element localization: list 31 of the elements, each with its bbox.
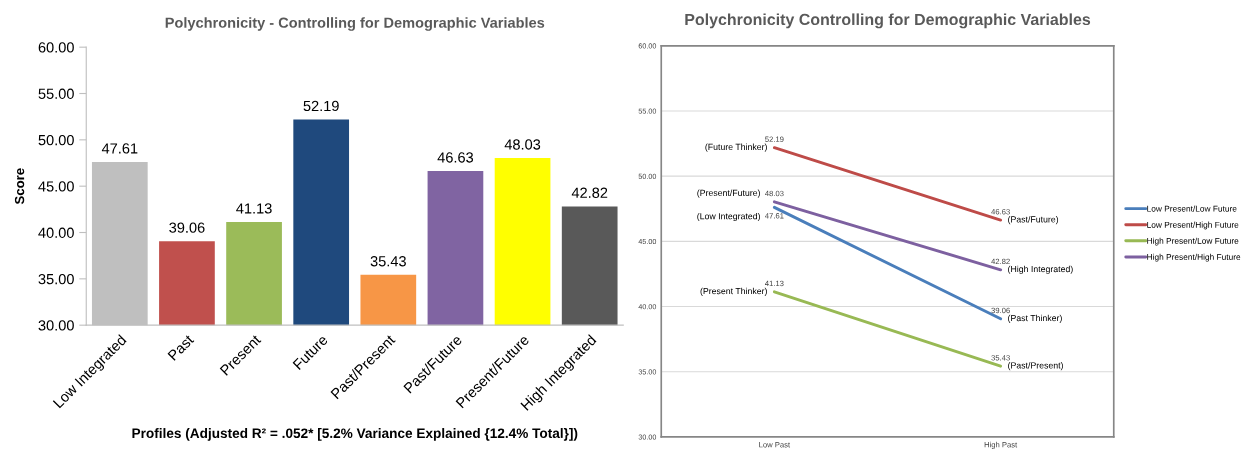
data-label: 47.61 xyxy=(101,143,138,154)
chart-title: Polychronicity Controlling for Demographic Variables xyxy=(685,13,1091,29)
annotation: (Past Thinker) xyxy=(1008,314,1062,323)
annotation: (High Integrated) xyxy=(1008,265,1073,274)
data-label: 46.63 xyxy=(437,152,474,163)
chart-title: Polychronicity - Controlling for Demographic Variables xyxy=(165,17,545,31)
y-tick-label: 35.00 xyxy=(38,273,74,285)
legend-label: Low Present/Low Future xyxy=(1147,205,1237,212)
data-label: 35.43 xyxy=(370,256,406,267)
y-tick-label: 55.00 xyxy=(38,88,74,99)
annotation: (Low Integrated) xyxy=(697,212,760,222)
legend-label: Low Present/High Future xyxy=(1147,221,1239,230)
annotation: (Present/Future) xyxy=(697,189,760,198)
y-tick-label: 40.00 xyxy=(38,227,74,238)
y-tick-label: 60.00 xyxy=(38,42,74,53)
data-label: 48.03 xyxy=(504,139,541,150)
x-axis-title: Profiles (Adjusted R² = .052* [5.2% Variance Explained {12.4% Total}]) xyxy=(132,428,578,441)
legend-label: High Present/Low Future xyxy=(1147,237,1239,246)
data-label: 39.06 xyxy=(169,222,205,233)
annotation: (Past/Present) xyxy=(1008,362,1063,371)
y-tick-label: 45.00 xyxy=(38,181,74,192)
data-label: 42.82 xyxy=(571,187,608,198)
annotation: (Future Thinker) xyxy=(705,143,767,152)
data-label: 52.19 xyxy=(303,100,339,112)
y-tick-label: 50.00 xyxy=(38,134,74,146)
data-label: 41.13 xyxy=(236,203,272,214)
annotation: (Present Thinker) xyxy=(700,287,767,296)
y-tick-label: 30.00 xyxy=(38,320,74,331)
annotation: (Past/Future) xyxy=(1008,216,1059,225)
legend-label: High Present/High Future xyxy=(1147,253,1241,262)
y-axis-title: Score xyxy=(14,168,25,205)
